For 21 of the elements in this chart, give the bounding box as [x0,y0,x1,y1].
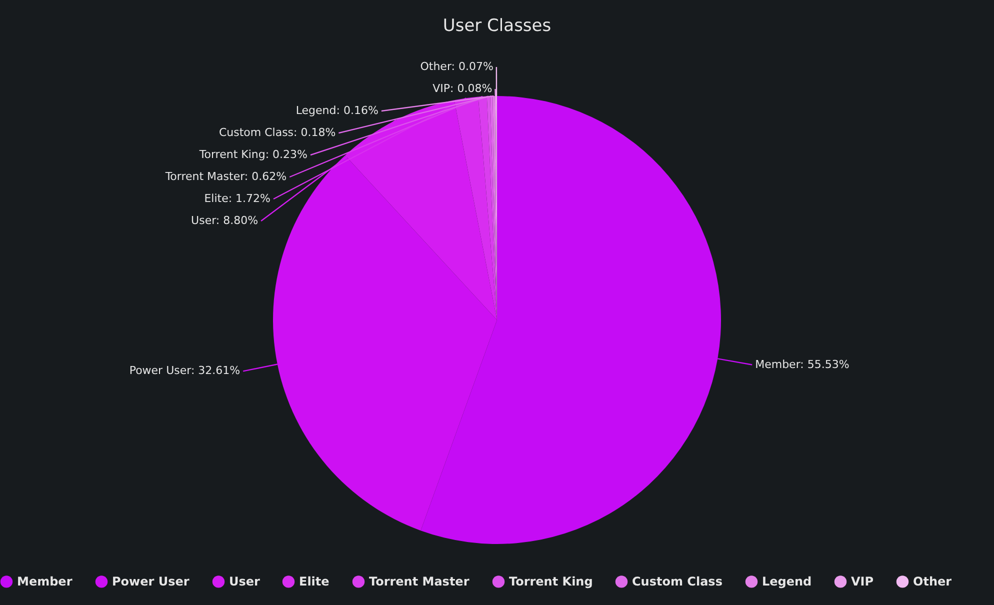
data-label: Elite: 1.72% [204,192,270,205]
chart-title: User Classes [442,16,552,36]
data-label: User: 8.80% [191,214,258,227]
data-label: Custom Class: 0.18% [218,126,336,139]
legend-label: Torrent King [509,574,593,589]
data-label: Member: 55.53% [755,358,850,371]
legend-label: Torrent Master [369,574,470,589]
legend-label: Custom Class [632,574,722,589]
legend-label: User [229,574,260,589]
data-label: VIP: 0.08% [432,82,492,95]
data-label: Legend: 0.16% [296,104,378,117]
legend-label: Elite [299,574,330,589]
legend-label: Other [913,574,952,589]
data-label: Power User: 32.61% [129,364,240,378]
data-label: Torrent Master: 0.62% [164,170,287,183]
legend-label: Member [17,574,72,589]
data-label: Other: 0.07% [420,60,494,73]
legend-label: Power User [112,574,190,589]
legend-label: Legend [762,574,812,589]
legend-label: VIP [851,574,874,589]
data-label: Torrent King: 0.23% [198,148,308,161]
